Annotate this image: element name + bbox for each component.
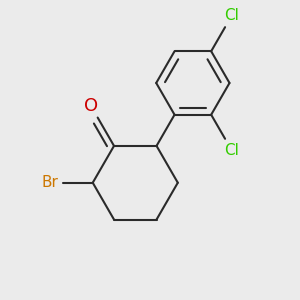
Text: Br: Br: [41, 175, 58, 190]
Text: O: O: [84, 97, 98, 115]
Text: Cl: Cl: [224, 8, 239, 23]
Text: Cl: Cl: [224, 142, 239, 158]
